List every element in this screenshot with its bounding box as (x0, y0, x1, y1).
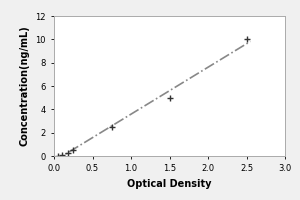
X-axis label: Optical Density: Optical Density (127, 179, 212, 189)
Y-axis label: Concentration(ng/mL): Concentration(ng/mL) (20, 26, 30, 146)
